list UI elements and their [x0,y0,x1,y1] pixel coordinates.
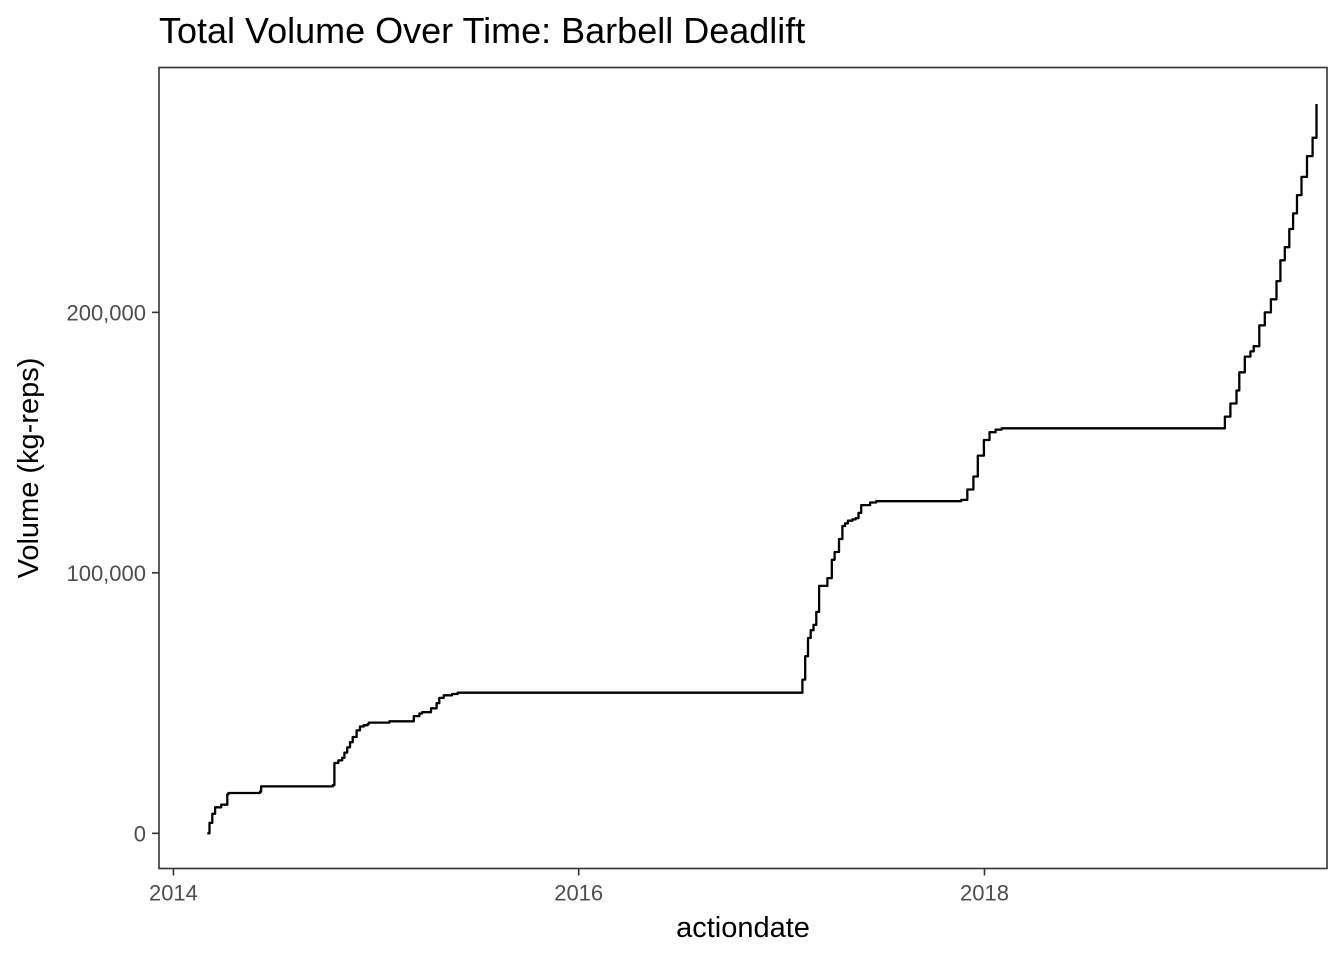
x-tick-label: 2016 [554,881,603,906]
series-line-volume [207,104,1318,835]
y-tick-label: 0 [134,821,146,846]
y-tick-label: 100,000 [66,561,146,586]
y-axis-title: Volume (kg-reps) [13,358,45,579]
y-axis: 0 100,000 200,000 [66,300,159,846]
chart-title: Total Volume Over Time: Barbell Deadlift [159,10,805,51]
y-tick-label: 200,000 [66,300,146,325]
x-tick-label: 2018 [960,881,1009,906]
x-tick-label: 2014 [149,881,198,906]
x-axis-title: actiondate [676,912,810,944]
plot-panel [158,66,1328,870]
x-axis: 2014 2016 2018 [149,868,1009,906]
